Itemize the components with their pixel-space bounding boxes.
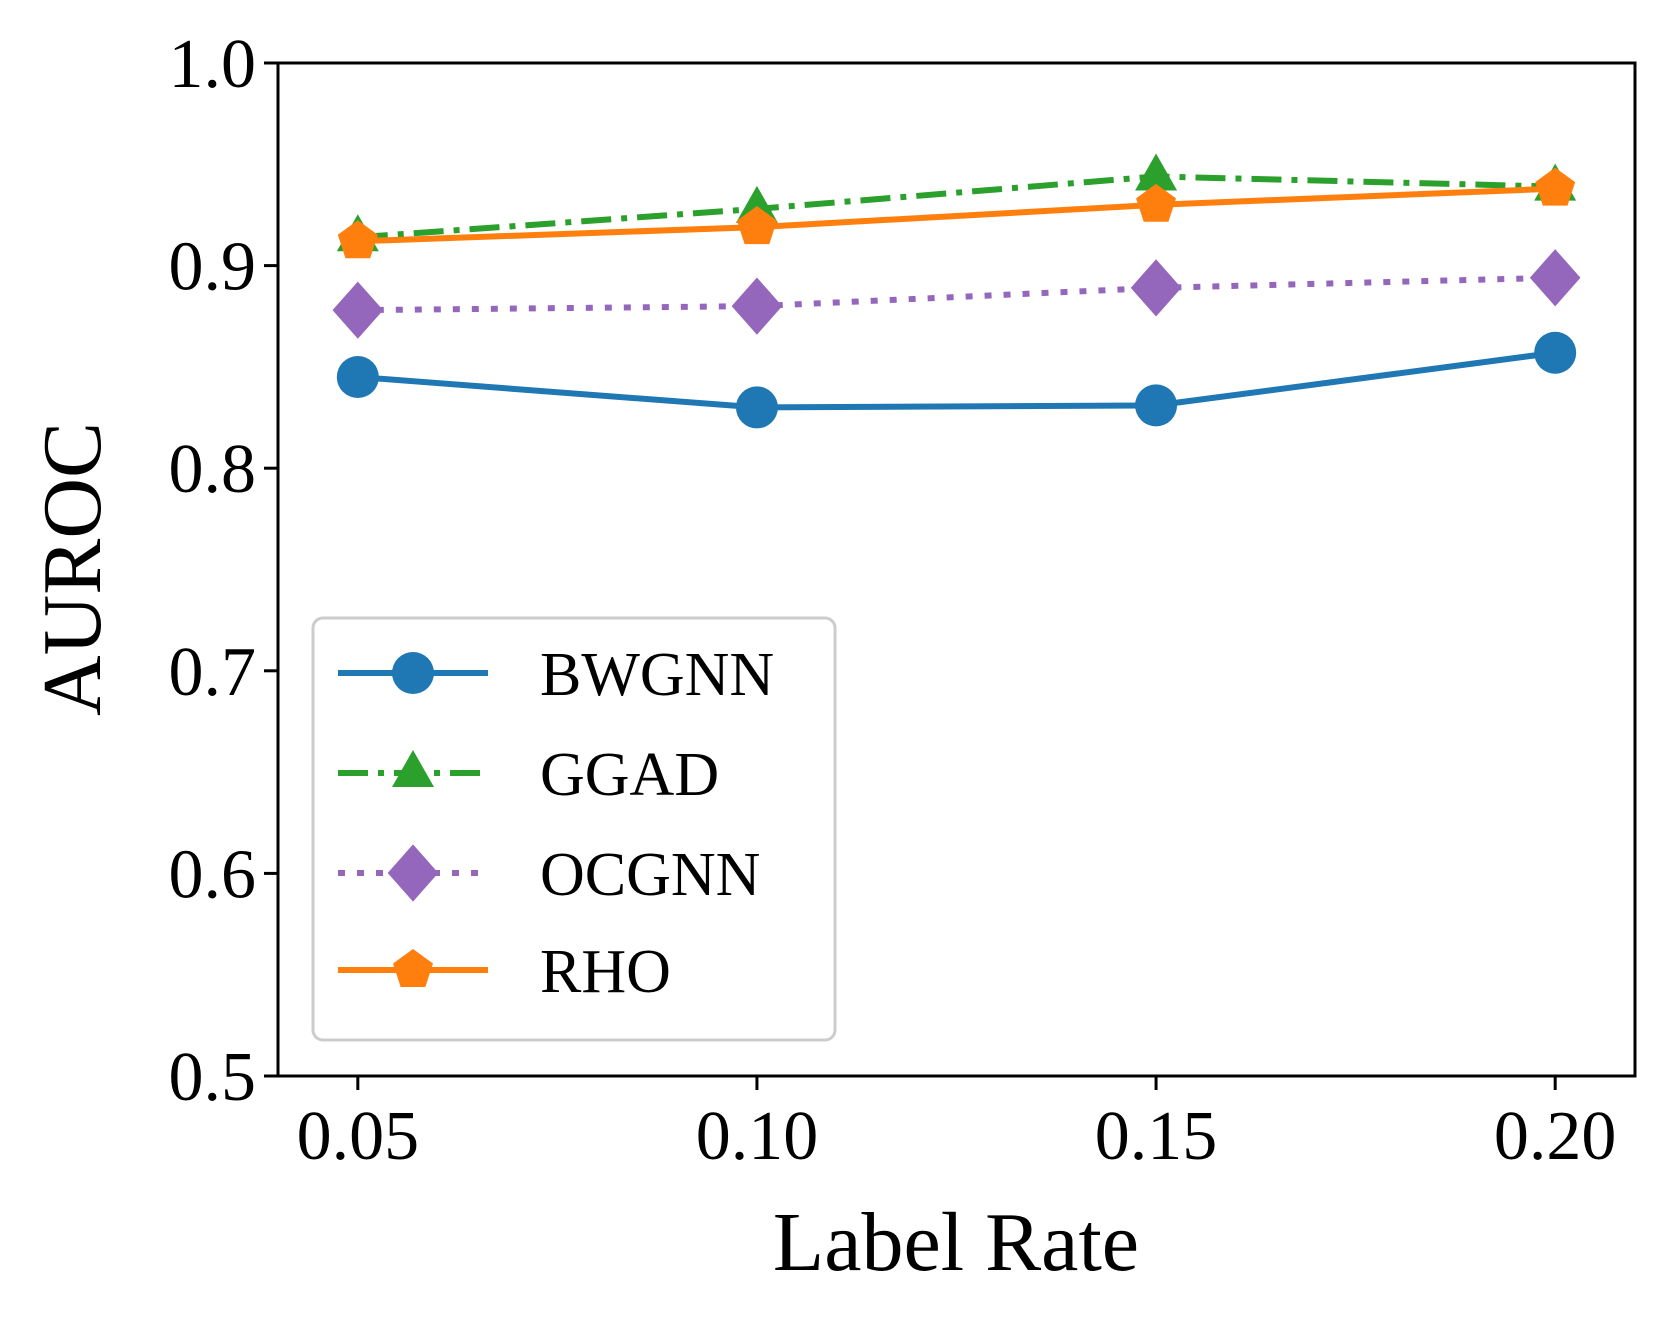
- x-tick-label: 0.15: [1095, 1098, 1218, 1175]
- y-tick-label: 0.7: [169, 634, 257, 711]
- series-line-ggad: [357, 173, 1556, 241]
- legend-box: [311, 616, 837, 1042]
- series-layer: [332, 153, 1581, 429]
- x-tick-label: 0.20: [1494, 1098, 1617, 1175]
- y-tick-label: 1.0: [169, 26, 257, 103]
- data-point-ocgnn: [1130, 259, 1182, 317]
- data-point-bwgnn: [336, 356, 379, 399]
- plot-frame: [276, 61, 1637, 1078]
- y-tick-label: 0.8: [169, 431, 257, 508]
- legend-marker-ocgnn: [387, 844, 439, 902]
- legend-label-rho: RHO: [540, 938, 671, 1006]
- legend-marker-rho: [393, 949, 433, 987]
- data-point-bwgnn: [1135, 384, 1178, 427]
- data-point-ggad: [735, 185, 778, 223]
- legend-label-ggad: GGAD: [540, 741, 719, 809]
- data-point-rho: [1136, 183, 1177, 222]
- data-point-rho: [337, 220, 378, 259]
- legend-marker-bwgnn: [392, 652, 434, 694]
- legend: BWGNN GGAD OCGNN RHO: [311, 616, 837, 1042]
- axes-layer: 0.05 0.10 0.15 0.20 0.5 0.6 0.7 0.8 0.9 1.0: [169, 26, 1617, 1175]
- data-point-ocgnn: [731, 277, 783, 335]
- x-axis-title: Label Rate: [773, 1196, 1139, 1289]
- series-line-bwgnn: [357, 349, 1556, 411]
- legend-marker-ggad: [392, 750, 434, 787]
- series-ocgnn: [332, 249, 1581, 339]
- data-point-ggad: [1135, 153, 1178, 191]
- x-tick-label: 0.05: [297, 1098, 420, 1175]
- data-point-ocgnn: [1529, 249, 1581, 307]
- legend-label-ocgnn: OCGNN: [540, 841, 760, 909]
- series-line-ocgnn: [357, 274, 1556, 314]
- data-point-bwgnn: [735, 386, 778, 429]
- data-point-rho: [1535, 167, 1576, 206]
- y-tick-label: 0.9: [169, 229, 257, 306]
- data-point-bwgnn: [1534, 331, 1577, 374]
- legend-label-bwgnn: BWGNN: [540, 641, 774, 709]
- y-axis-title: AUROC: [26, 422, 119, 716]
- data-point-rho: [736, 206, 777, 245]
- y-tick-label: 0.6: [169, 836, 257, 913]
- data-point-ocgnn: [332, 281, 384, 339]
- series-bwgnn: [336, 331, 1577, 429]
- x-tick-label: 0.10: [696, 1098, 819, 1175]
- series-rho: [337, 167, 1576, 259]
- y-tick-label: 0.5: [169, 1039, 257, 1116]
- series-line-rho: [357, 185, 1556, 245]
